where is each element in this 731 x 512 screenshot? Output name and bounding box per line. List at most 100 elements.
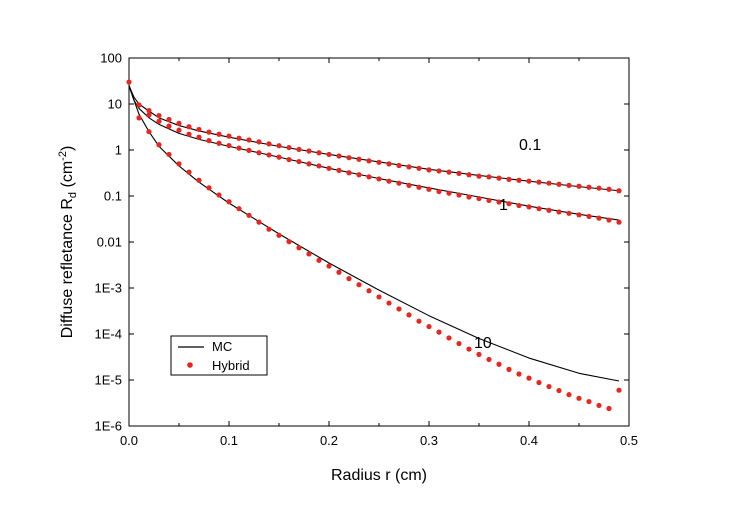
- hybrid-point-10: [196, 177, 202, 183]
- hybrid-point-1: [536, 206, 542, 212]
- hybrid-point-1: [616, 219, 622, 225]
- hybrid-point-10: [596, 402, 602, 409]
- y-axis-title-sub: d: [67, 192, 79, 198]
- hybrid-point-10: [536, 379, 542, 386]
- hybrid-point-10: [326, 263, 332, 269]
- legend-mc-label: MC: [212, 339, 232, 354]
- hybrid-point-0.1: [486, 174, 492, 180]
- hybrid-point-10: [136, 115, 142, 121]
- hybrid-point-0.1: [326, 151, 332, 158]
- hybrid-point-1: [446, 190, 452, 196]
- hybrid-point-1: [556, 209, 562, 215]
- hybrid-point-10: [366, 288, 372, 294]
- hybrid-point-0.1: [166, 116, 172, 123]
- hybrid-point-0.1: [206, 129, 212, 135]
- hybrid-point-0.1: [266, 141, 272, 147]
- hybrid-point-1: [296, 158, 302, 165]
- hybrid-point-1: [376, 176, 382, 182]
- hybrid-point-10: [436, 329, 442, 335]
- hybrid-point-0.1: [336, 153, 342, 159]
- hybrid-point-1: [386, 178, 392, 184]
- hybrid-point-0.1: [506, 176, 512, 182]
- hybrid-point-1: [176, 127, 182, 133]
- hybrid-point-10: [266, 226, 272, 232]
- legend-box: [170, 335, 268, 376]
- hybrid-point-1: [496, 199, 502, 205]
- y-tick-label: 1E-5: [95, 373, 122, 388]
- hybrid-point-10: [606, 405, 612, 412]
- mc-series-line-10: [128, 85, 620, 382]
- hybrid-point-1: [476, 195, 482, 202]
- hybrid-point-10: [186, 169, 192, 175]
- hybrid-point-0.1: [526, 178, 532, 184]
- hybrid-point-10: [616, 387, 622, 393]
- hybrid-point-0.1: [156, 112, 162, 119]
- hybrid-point-1: [506, 201, 512, 207]
- x-axis-title: Radius r (cm): [331, 467, 427, 484]
- hybrid-point-0.1: [516, 177, 522, 183]
- hybrid-point-10: [456, 340, 462, 347]
- annotations: 0.1 1 10: [474, 137, 541, 352]
- hybrid-point-0.1: [346, 155, 352, 161]
- hybrid-point-1: [436, 188, 442, 195]
- hybrid-point-10: [426, 323, 432, 330]
- hybrid-point-1: [166, 123, 172, 129]
- hybrid-point-1: [266, 152, 272, 158]
- hybrid-point-0.1: [176, 120, 182, 126]
- hybrid-point-10: [216, 192, 222, 198]
- hybrid-point-0.1: [596, 185, 602, 191]
- hybrid-point-1: [396, 180, 402, 186]
- hybrid-point-10: [356, 282, 362, 288]
- hybrid-point-1: [486, 197, 492, 204]
- x-tick-label: 0.2: [320, 433, 338, 448]
- hybrid-point-10: [496, 361, 502, 367]
- hybrid-point-0.1: [606, 186, 612, 192]
- hybrid-point-1: [426, 186, 432, 192]
- hybrid-point-0.1: [406, 164, 412, 170]
- hybrid-point-0.1: [376, 159, 382, 165]
- hybrid-point-10: [526, 375, 532, 381]
- hybrid-point-0.1: [366, 158, 372, 164]
- hybrid-point-10: [336, 269, 342, 275]
- curve-label: 10: [474, 335, 492, 352]
- hybrid-point-1: [456, 192, 462, 198]
- hybrid-point-1: [566, 210, 572, 216]
- hybrid-point-10: [256, 219, 262, 225]
- hybrid-point-0.1: [196, 126, 202, 133]
- hybrid-point-0.1: [436, 168, 442, 174]
- x-tick-label: 0.1: [220, 433, 238, 448]
- hybrid-point-10: [396, 306, 402, 312]
- hybrid-point-0.1: [146, 107, 152, 114]
- hybrid-point-0.1: [216, 131, 222, 137]
- y-axis-title-unit-close: ): [59, 146, 76, 151]
- hybrid-point-1: [146, 112, 152, 118]
- hybrid-point-1: [186, 131, 192, 137]
- curve-label: 0.1: [519, 137, 541, 154]
- hybrid-point-10: [206, 185, 212, 191]
- hybrid-point-1: [216, 140, 222, 146]
- hybrid-point-10: [296, 245, 302, 251]
- legend: MC Hybrid: [170, 335, 268, 376]
- hybrid-point-0.1: [476, 173, 482, 179]
- y-tick-label: 0.01: [97, 235, 122, 250]
- hybrid-point-1: [516, 202, 522, 209]
- legend-hybrid-label: Hybrid: [212, 358, 250, 373]
- x-tick-label: 0.4: [520, 433, 538, 448]
- hybrid-point-1: [366, 174, 372, 180]
- hybrid-point-0.1: [186, 124, 192, 130]
- mc-series-line-1: [128, 85, 620, 221]
- hybrid-point-0.1: [426, 167, 432, 173]
- hybrid-point-10: [416, 318, 422, 324]
- hybrid-point-1: [346, 170, 352, 176]
- hybrid-point-1: [356, 172, 362, 178]
- hybrid-point-1: [576, 212, 582, 218]
- hybrid-point-1: [246, 147, 252, 153]
- hybrid-point-10: [506, 366, 512, 372]
- hybrid-point-1: [236, 145, 242, 151]
- hybrid-point-1: [416, 184, 422, 190]
- hybrid-point-10: [236, 206, 242, 212]
- hybrid-point-10: [476, 351, 482, 358]
- hybrid-point-10: [166, 151, 172, 158]
- hybrid-point-10: [376, 294, 382, 300]
- mc-series-line-0.1: [128, 85, 620, 192]
